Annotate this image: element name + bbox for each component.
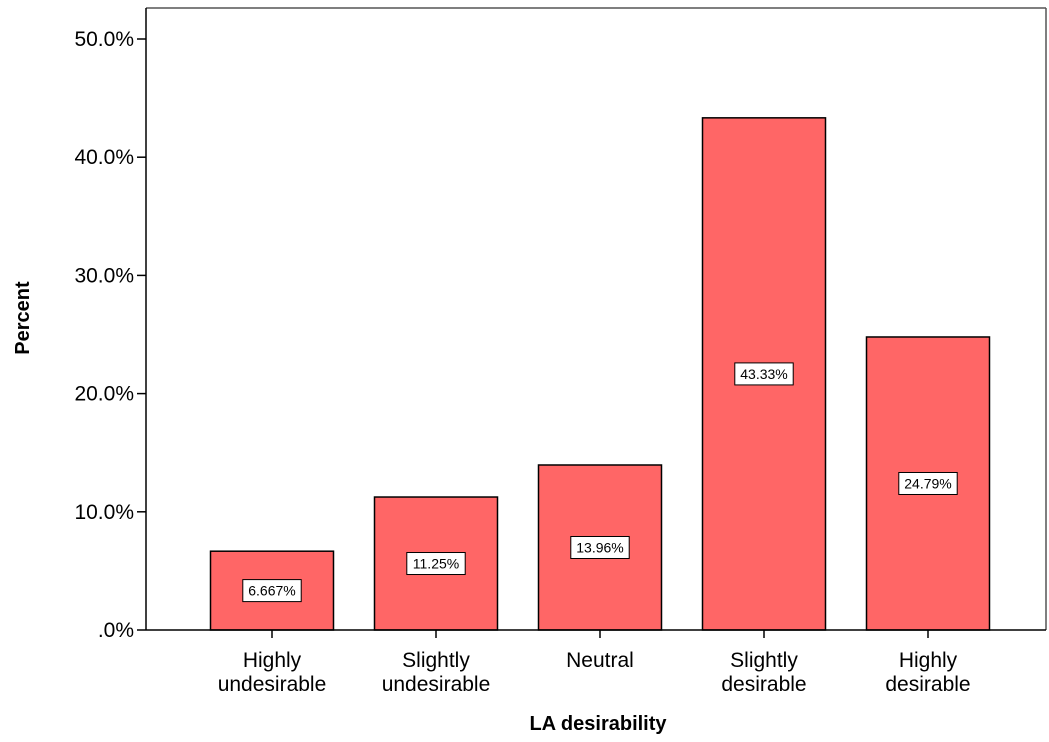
y-tick-label: .0% [98, 619, 134, 642]
data-label-box [242, 579, 302, 603]
y-tick-label: 30.0% [74, 264, 134, 287]
data-labels: 6.667% 11.25% 13.96% 43.33% 24.79% [242, 362, 958, 603]
data-label: 11.25% [413, 556, 459, 572]
y-tick-label: 10.0% [74, 501, 134, 524]
x-tick-label: Highly desirable [885, 649, 970, 696]
x-tick-label: Slightly desirable [721, 649, 806, 696]
bars [209, 117, 991, 631]
data-label: 6.667% [248, 583, 295, 599]
data-label: 43.33% [740, 366, 787, 382]
y-tick-label: 20.0% [74, 383, 134, 406]
bar [209, 550, 335, 631]
y-tick-label: 40.0% [74, 146, 134, 169]
x-tick-label: Slightly undesirable [382, 649, 491, 696]
x-axis: Highly undesirable Slightly undesirable Neut… [146, 629, 1046, 696]
x-axis-title: LA desirability [529, 713, 667, 735]
data-label: 13.96% [576, 539, 623, 555]
data-label-box [570, 535, 630, 559]
plot-frame [146, 7, 1047, 630]
data-label-box [898, 471, 958, 495]
data-label-box [406, 552, 466, 576]
data-label: 24.79% [904, 475, 951, 491]
x-tick-label: Highly undesirable [218, 649, 327, 696]
data-label-box [734, 362, 794, 386]
y-axis-title: Percent [12, 281, 34, 355]
y-tick-label: 50.0% [74, 28, 134, 51]
x-tick-label: Neutral [566, 649, 634, 672]
y-axis: .0% 10.0% 20.0% 30.0% 40.0% 50.0% [74, 8, 147, 642]
